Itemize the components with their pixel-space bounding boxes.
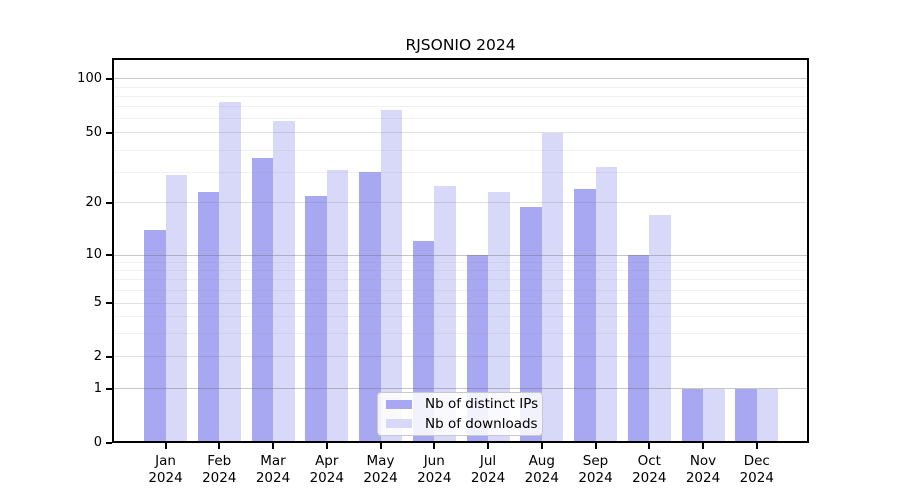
y-axis-tick-1 [106,387,112,390]
y-axis-tick-2 [106,355,112,358]
bar-may-distinct-ips [359,172,381,443]
y-axis-tick-100 [106,77,112,80]
legend-label: Nb of downloads [425,415,538,432]
plot-area: Nb of distinct IPs Nb of downloads [112,58,809,443]
gridline-70 [112,106,809,108]
y-axis-label-50: 50 [85,124,102,140]
chart-title: RJSONIO 2024 [405,36,516,54]
bar-jun-downloads [434,185,456,443]
y-axis-tick-50 [106,131,112,134]
y-axis-tick-0 [106,442,112,444]
bar-dec-downloads [756,389,779,443]
y-axis-tick-20 [106,201,112,204]
x-axis-label-dec: Dec 2024 [739,453,774,486]
y-axis-label-100: 100 [77,70,102,86]
x-axis-tick-jun [433,443,436,449]
gridline-100 [112,78,809,80]
bar-jan-distinct-ips [144,229,166,443]
x-axis-label-sep: Sep 2024 [578,453,613,486]
gridline-90 [112,86,809,88]
x-axis-label-feb: Feb 2024 [202,453,237,486]
bar-nov-downloads [703,389,725,443]
x-axis-tick-jul [487,443,489,449]
legend-swatch-distinct-ips [386,399,412,410]
x-axis-label-jun: Jun 2024 [417,453,452,486]
y-axis-label-5: 5 [93,295,102,310]
x-axis-label-mar: Mar 2024 [255,453,291,486]
y-axis-tick-10 [106,254,112,256]
gridline-30 [112,171,809,173]
bar-apr-distinct-ips [305,195,327,443]
y-axis-label-10: 10 [85,247,102,262]
x-axis-tick-dec [755,443,758,449]
x-axis-tick-feb [218,443,221,449]
bar-aug-distinct-ips [520,206,542,443]
bar-apr-downloads [326,169,349,443]
gridline-50 [112,132,809,134]
bar-mar-downloads [273,121,295,443]
x-axis-label-aug: Aug 2024 [524,453,559,486]
gridline-60 [112,118,809,120]
bar-jan-downloads [165,174,187,443]
bar-feb-distinct-ips [197,192,220,443]
bar-aug-downloads [541,133,564,443]
bar-jul-downloads [488,192,510,443]
legend-item-distinct-ips: Nb of distinct IPs [378,396,542,412]
legend-label: Nb of distinct IPs [425,396,539,413]
legend-item-downloads: Nb of downloads [378,416,542,432]
x-axis-label-nov: Nov 2024 [685,453,721,486]
bar-oct-downloads [649,215,671,443]
bar-sep-downloads [595,167,617,443]
y-axis-label-1: 1 [93,380,102,396]
bar-nov-distinct-ips [681,389,703,443]
x-axis-tick-aug [540,443,543,449]
x-axis-label-jan: Jan 2024 [148,453,183,486]
legend: Nb of distinct IPs Nb of downloads [377,392,543,436]
bar-oct-distinct-ips [627,255,650,443]
y-axis-label-0: 0 [93,435,102,450]
bar-mar-distinct-ips [251,158,273,443]
bar-may-downloads [380,110,402,443]
x-axis-tick-may [379,443,382,449]
x-axis-tick-nov [702,443,704,449]
x-axis-tick-apr [325,443,328,449]
y-axis-label-20: 20 [85,194,102,210]
x-axis-tick-oct [648,443,651,449]
x-axis-label-oct: Oct 2024 [632,453,667,486]
gridline-40 [112,149,809,151]
bar-feb-downloads [219,102,241,443]
x-axis-label-jul: Jul 2024 [470,453,506,486]
legend-swatch-downloads [386,418,412,429]
x-axis-tick-mar [272,443,274,449]
x-axis-tick-jan [164,443,167,449]
bar-dec-distinct-ips [735,389,757,443]
x-axis-label-apr: Apr 2024 [309,453,344,486]
y-axis-label-2: 2 [93,348,102,364]
bar-sep-distinct-ips [574,189,596,443]
x-axis-label-may: May 2024 [363,453,398,486]
gridline-80 [112,95,809,97]
x-axis-tick-sep [594,443,597,449]
y-axis-tick-5 [106,302,112,304]
